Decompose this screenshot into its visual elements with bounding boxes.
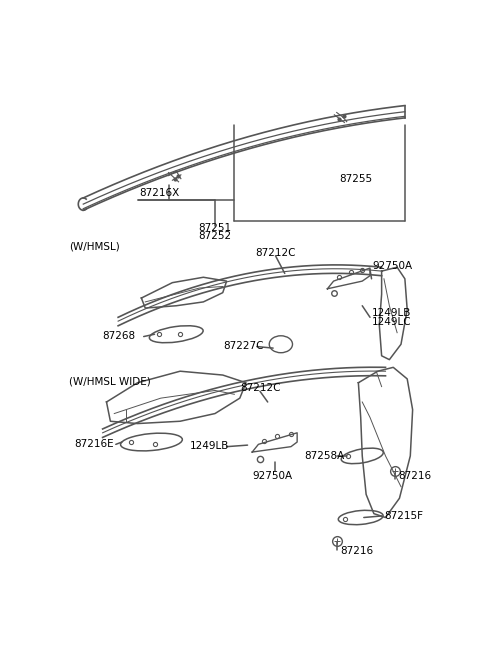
Text: 87227C: 87227C — [223, 341, 263, 351]
Text: 87216E: 87216E — [74, 440, 114, 449]
Text: 87216: 87216 — [398, 471, 431, 481]
Text: 87212C: 87212C — [240, 383, 280, 393]
Text: 92750A: 92750A — [372, 261, 412, 271]
Text: 87216X: 87216X — [139, 187, 180, 198]
Text: 1249LB: 1249LB — [372, 309, 411, 318]
Text: 87255: 87255 — [339, 174, 372, 183]
Text: 87215F: 87215F — [384, 511, 423, 521]
Text: 87268: 87268 — [103, 331, 136, 341]
Text: 1249LB: 1249LB — [190, 441, 229, 451]
Text: (W/HMSL WIDE): (W/HMSL WIDE) — [69, 377, 151, 387]
Text: 92750A: 92750A — [252, 471, 292, 481]
Text: 87251: 87251 — [198, 223, 231, 233]
Text: 87258A: 87258A — [304, 451, 344, 461]
Text: 87216: 87216 — [340, 546, 373, 556]
Text: 87212C: 87212C — [255, 248, 296, 257]
Text: 1249LC: 1249LC — [372, 317, 411, 327]
Text: (W/HMSL): (W/HMSL) — [69, 242, 120, 252]
Text: 87252: 87252 — [198, 231, 231, 240]
